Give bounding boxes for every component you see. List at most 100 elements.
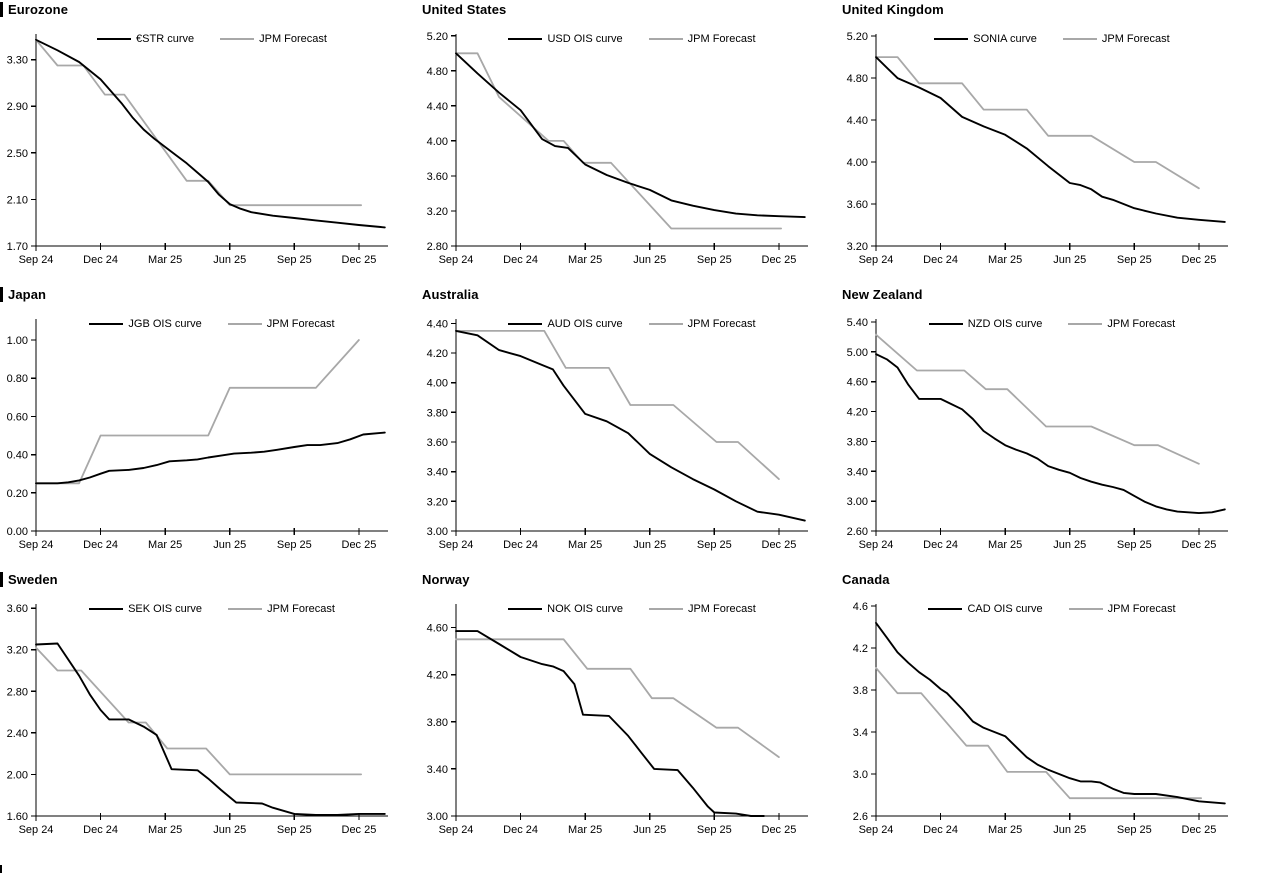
nzd-ois-curve-line (875, 353, 1226, 515)
y-tick-label: 3.60 (7, 603, 28, 615)
y-tick-label: 2.90 (7, 101, 28, 113)
chart-title: United States (422, 2, 507, 17)
x-tick-label: Sep 25 (277, 254, 312, 266)
section-bar (0, 572, 3, 587)
chart-australia: Australia 3.00 3.20 3.40 3.60 3.80 4.00 4.20 4.4… (420, 285, 840, 570)
x-tick-label: Dec 25 (1182, 824, 1217, 836)
x-tick-label: Dec 25 (342, 824, 377, 836)
chart-japan: Japan 0.00 0.20 0.40 0.60 0.80 1.00 Sep 24 Dec 2… (0, 285, 420, 570)
y-tick-label: 0.60 (7, 411, 28, 423)
x-tick-label: Dec 25 (1182, 254, 1217, 266)
x-tick-label: Mar 25 (568, 824, 602, 836)
x-tick-label: Dec 24 (503, 539, 538, 551)
x-tick-label: Mar 25 (988, 254, 1022, 266)
y-tick-label: 2.60 (847, 526, 868, 538)
y-tick-label: 4.80 (427, 66, 448, 78)
y-tick-label: 4.2 (853, 643, 868, 655)
y-tick-label: 3.20 (427, 206, 448, 218)
chart-title-row: Norway (422, 571, 470, 588)
united-kingdom-plot: 3.20 3.60 4.00 4.40 4.80 5.20 Sep 24 Dec 24 Mar … (847, 31, 1228, 266)
chart-title: Australia (422, 287, 479, 302)
y-tick-label: 0.80 (7, 373, 28, 385)
x-tick-label: Mar 25 (568, 254, 602, 266)
x-tick-label: Sep 24 (859, 539, 894, 551)
sek-ois-curve-line (35, 642, 386, 816)
x-tick-label: Sep 25 (1117, 824, 1152, 836)
y-tick-label: 4.60 (847, 377, 868, 389)
y-tick-label: 3.00 (847, 496, 868, 508)
chart-title-row: United Kingdom (842, 1, 944, 18)
x-tick-label: Sep 25 (1117, 539, 1152, 551)
x-tick-label: Dec 24 (503, 254, 538, 266)
chart-canada: Canada 2.6 3.0 3.4 3.8 4.2 4.6 Sep 24 Dec 24 Mar … (840, 570, 1264, 873)
y-tick-label: 0.20 (7, 488, 28, 500)
axes (31, 604, 388, 821)
x-tick-label: Sep 24 (19, 254, 54, 266)
aud-ois-curve-line (455, 329, 806, 522)
chart-title: Japan (8, 287, 47, 302)
x-tick-label: Sep 24 (439, 824, 474, 836)
x-tick-label: Mar 25 (148, 539, 182, 551)
y-tick-label: 3.80 (427, 717, 448, 729)
x-tick-label: Sep 24 (439, 539, 474, 551)
x-tick-label: Sep 24 (439, 254, 474, 266)
x-tick-label: Dec 24 (83, 539, 118, 551)
y-tick-label: 3.60 (427, 437, 448, 449)
x-tick-label: Mar 25 (148, 824, 182, 836)
y-tick-label: 4.60 (427, 623, 448, 635)
x-tick-label: Jun 25 (213, 254, 246, 266)
y-tick-label: 4.20 (427, 348, 448, 360)
eurozone-plot: 1.70 2.10 2.50 2.90 3.30 Sep 24 Dec 24 Mar 25 Ju… (7, 34, 388, 266)
y-tick-label: 4.6 (853, 601, 868, 613)
y-tick-label: 1.60 (7, 811, 28, 823)
x-tick-label: Dec 24 (503, 824, 538, 836)
chart-title: Eurozone (8, 2, 69, 17)
axes (451, 319, 808, 536)
united-states-plot: 2.80 3.20 3.60 4.00 4.40 4.80 5.20 Sep 24 Dec 24… (427, 31, 808, 266)
section-bar (0, 287, 3, 302)
y-tick-label: 3.40 (427, 764, 448, 776)
x-tick-label: Sep 24 (859, 824, 894, 836)
x-tick-label: Dec 25 (762, 539, 797, 551)
jgb-ois-curve-line (35, 431, 386, 485)
australia-plot: 3.00 3.20 3.40 3.60 3.80 4.00 4.20 4.40 Sep 24 De… (427, 318, 808, 551)
x-tick-label: Jun 25 (1053, 824, 1086, 836)
cad-ois-curve-line (875, 621, 1226, 805)
y-tick-label: 0.40 (7, 450, 28, 462)
jpm-forecast-line (455, 638, 780, 759)
y-tick-label: 3.20 (427, 496, 448, 508)
x-tick-label: Dec 24 (923, 824, 958, 836)
x-tick-label: Jun 25 (633, 539, 666, 551)
y-tick-label: 4.00 (847, 157, 868, 169)
sweden-plot: 1.60 2.00 2.40 2.80 3.20 3.60 Sep 24 Dec 24 Mar … (7, 603, 388, 836)
y-tick-label: 2.00 (7, 769, 28, 781)
y-tick-label: 3.8 (853, 685, 868, 697)
axes (871, 34, 1228, 251)
y-tick-label: 2.40 (7, 728, 28, 740)
y-tick-label: 2.6 (853, 811, 868, 823)
x-tick-label: Sep 25 (697, 824, 732, 836)
y-tick-label: 3.60 (427, 171, 448, 183)
x-tick-label: Dec 24 (83, 254, 118, 266)
axes (31, 34, 388, 251)
x-tick-label: Sep 25 (277, 824, 312, 836)
y-tick-label: 4.20 (427, 670, 448, 682)
y-tick-label: 4.40 (427, 318, 448, 330)
jpm-forecast-line (455, 52, 783, 230)
axes (31, 319, 388, 536)
y-tick-label: 3.40 (847, 466, 868, 478)
chart-eurozone: Eurozone 1.70 2.10 2.50 2.90 3.30 Sep 24 Dec 24… (0, 0, 420, 285)
x-tick-label: Jun 25 (213, 824, 246, 836)
y-tick-label: 4.40 (847, 115, 868, 127)
canada-plot: 2.6 3.0 3.4 3.8 4.2 4.6 Sep 24 Dec 24 Mar 25 Jun … (853, 601, 1228, 836)
y-tick-label: 3.80 (847, 436, 868, 448)
x-tick-label: Dec 24 (83, 824, 118, 836)
x-tick-label: Dec 24 (923, 539, 958, 551)
x-tick-label: Jun 25 (633, 824, 666, 836)
chart-title: United Kingdom (842, 2, 944, 17)
x-tick-label: Sep 24 (19, 824, 54, 836)
x-tick-label: Dec 25 (342, 539, 377, 551)
axes (451, 604, 808, 821)
usd-ois-curve-line (455, 52, 806, 219)
y-tick-label: 4.00 (427, 378, 448, 390)
